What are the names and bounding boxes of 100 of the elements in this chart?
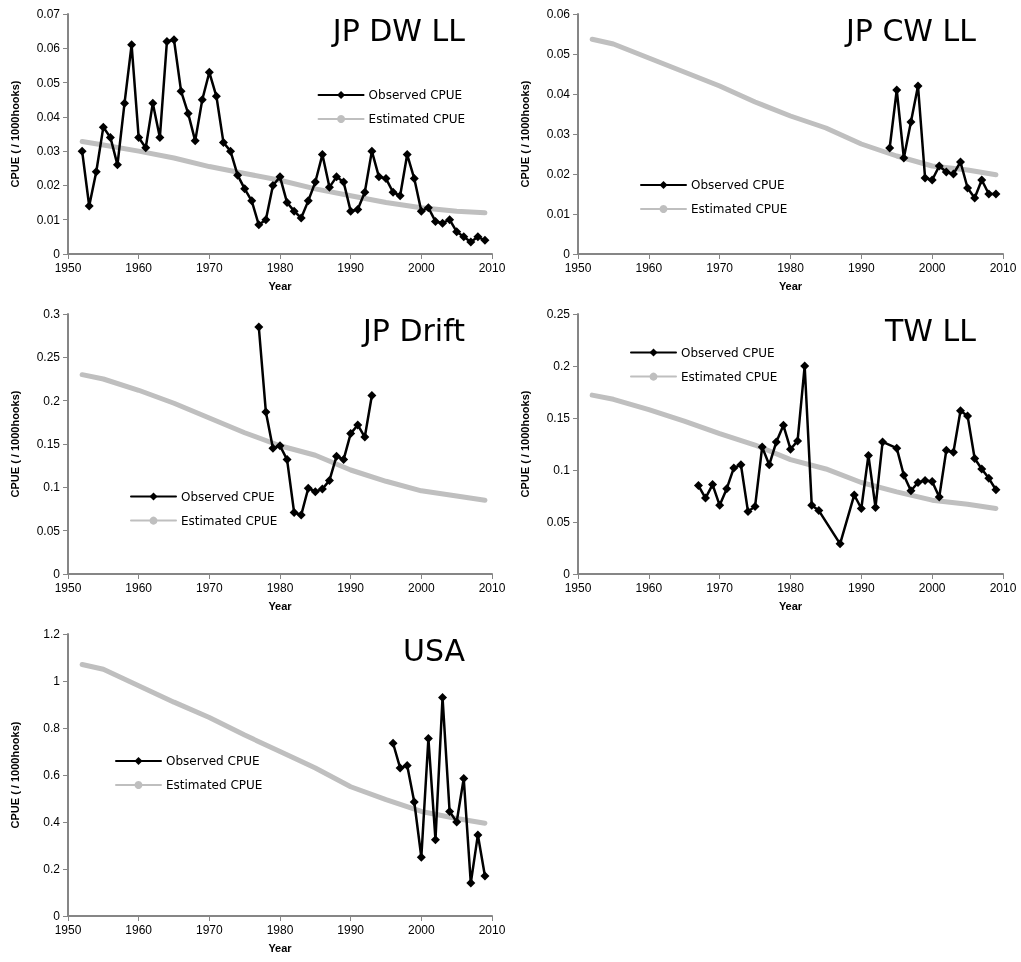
y-tick-label: 0.03 [546,127,571,141]
point [77,146,87,156]
y-tick-label: 0.03 [36,144,61,159]
x-tick-label: 1990 [337,261,365,275]
y-tick-label: 0.02 [546,167,571,181]
point [849,490,859,500]
point [91,167,101,177]
point [261,407,271,417]
point [701,493,710,503]
point [303,483,313,493]
x-tick-label: 2010 [989,581,1017,595]
point [466,237,476,247]
point [459,232,469,242]
point [254,220,264,230]
point [204,67,214,77]
point [430,835,440,845]
point [480,235,490,245]
point [970,454,980,464]
y-axis-title: CPUE ( / 1000hooks) [518,80,531,188]
y-tick-label: 0 [563,567,571,581]
point [233,170,243,180]
point [268,443,278,453]
y-tick-label: 0 [53,247,61,261]
point [452,227,462,237]
point [878,437,888,447]
point [254,322,264,332]
point [211,91,221,101]
legend-label: Estimated CPUE [166,777,263,792]
point [764,460,774,470]
point [84,201,94,211]
point [793,436,803,446]
point [105,132,115,142]
point [183,108,193,118]
point [388,187,398,197]
point [913,477,923,487]
chart-title: JP Drift [360,312,466,348]
legend-label: Observed CPUE [181,489,275,504]
point [445,806,455,816]
point [423,203,433,213]
point [430,216,440,226]
point [934,161,944,171]
point [438,692,448,702]
point [226,146,236,156]
point [892,443,902,453]
x-tick-label: 1990 [847,261,875,275]
x-tick-label: 1950 [54,581,82,595]
point [885,143,895,153]
point [970,193,980,203]
point [786,444,795,454]
y-tick-label: 0.1 [553,463,571,477]
x-tick-label: 2010 [989,261,1017,275]
y-tick-label: 0.4 [43,815,61,829]
point [948,169,958,179]
point [240,184,250,194]
y-tick-label: 0 [563,247,571,261]
point [984,473,994,483]
point [977,175,987,185]
y-tick-label: 0.01 [36,212,61,227]
point [310,487,320,497]
y-tick-label: 0.05 [546,47,571,61]
point [282,455,292,465]
point [141,143,151,153]
legend-label: Estimated CPUE [181,513,278,528]
point [346,429,356,439]
point [956,157,965,167]
point [409,174,419,184]
point [289,507,299,517]
y-tick-label: 0.6 [43,768,61,782]
point [353,204,363,214]
point [275,172,285,182]
point [956,406,965,416]
x-axis-title: Year [778,599,803,612]
point [360,432,370,442]
chart-title: JP CW LL [843,12,977,48]
point [367,390,377,400]
x-tick-label: 1950 [564,261,592,275]
point [296,510,306,520]
point [395,191,405,201]
point [98,122,108,132]
y-tick-label: 0.3 [43,307,61,321]
y-axis-title: CPUE ( / 1000hooks) [8,80,21,188]
point [148,98,158,108]
point [332,451,342,461]
x-tick-label: 1960 [635,581,663,595]
x-tick-label: 1950 [54,923,82,937]
x-tick-label: 1970 [195,261,223,275]
point [360,187,370,197]
point [899,153,909,163]
y-tick-label: 0.2 [43,393,61,408]
legend-label: Observed CPUE [691,178,785,192]
x-tick-label: 1960 [125,923,153,937]
x-tick-label: 2010 [478,923,506,937]
point [963,183,973,193]
point [120,98,130,108]
x-axis-title: Year [268,599,293,612]
y-tick-label: 0.05 [36,523,61,538]
x-tick-label: 1990 [337,581,365,595]
point [416,852,426,862]
point [374,172,384,182]
x-tick-label: 1970 [195,923,223,937]
